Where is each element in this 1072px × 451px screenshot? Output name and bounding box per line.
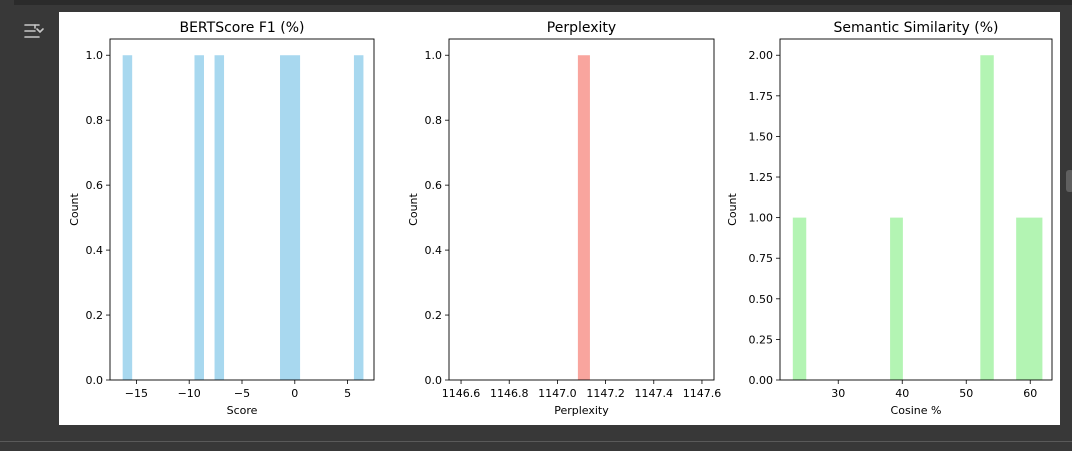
y-tick-label: 2.00 (749, 49, 774, 62)
y-tick-label: 0.50 (749, 293, 774, 306)
plot-frame (109, 38, 375, 381)
x-axis-label: Score (227, 404, 258, 417)
x-axis-label: Cosine % (891, 404, 942, 417)
chart-title: Perplexity (547, 20, 616, 36)
x-tick-label: 0 (291, 387, 298, 400)
histogram-bar (280, 55, 301, 380)
y-tick-label: 0.6 (86, 179, 104, 192)
x-tick-label: −10 (178, 387, 201, 400)
histogram-figure: −15 −10 −5 0 5 0.0 0.2 0.4 0.6 0.8 1.0 BERTScore F1… (68, 20, 1053, 417)
y-tick-label: 1.00 (749, 212, 774, 225)
x-tick-label: −5 (234, 387, 250, 400)
x-tick-label: 40 (895, 387, 909, 400)
y-tick-label: 0.2 (86, 309, 104, 322)
histogram-bar (122, 55, 133, 380)
chart-panel-3: 30 40 50 60 0.00 0.25 0.50 0.75 1.00 1.25 1.50 1.75… (726, 20, 1053, 417)
output-settings-icon[interactable] (22, 20, 46, 44)
histogram-bar (890, 217, 903, 380)
x-tick-label: 1147.4 (635, 387, 674, 400)
cell-output-area: −15 −10 −5 0 5 0.0 0.2 0.4 0.6 0.8 1.0 BERTScore F1… (59, 12, 1060, 425)
chart-title: Semantic Similarity (%) (834, 20, 999, 36)
x-tick-label: 30 (831, 387, 845, 400)
y-tick-label: 0.6 (425, 179, 443, 192)
y-tick-label: 1.25 (749, 171, 774, 184)
y-tick-label: 1.75 (749, 90, 774, 103)
histogram-bar (980, 55, 994, 380)
histogram-bar (353, 55, 364, 380)
y-tick-label: 0.00 (749, 374, 774, 387)
x-tick-label: 1147.0 (538, 387, 577, 400)
y-axis-label: Count (726, 192, 739, 225)
y-tick-label: 0.8 (86, 114, 104, 127)
y-tick-label: 0.4 (86, 244, 104, 257)
bottom-divider (0, 441, 1072, 442)
x-tick-label: 60 (1023, 387, 1037, 400)
x-tick-label: 50 (959, 387, 973, 400)
chart-title: BERTScore F1 (%) (179, 20, 304, 36)
x-tick-label: 5 (344, 387, 351, 400)
y-tick-label: 0.0 (425, 374, 443, 387)
chart-panel-1: −15 −10 −5 0 5 0.0 0.2 0.4 0.6 0.8 1.0 BERTScore F1… (68, 20, 375, 417)
y-tick-label: 0.0 (86, 374, 104, 387)
y-axis-label: Count (68, 192, 81, 225)
x-tick-label: 1146.6 (442, 387, 481, 400)
y-tick-label: 1.0 (86, 49, 104, 62)
y-tick-label: 0.4 (425, 244, 443, 257)
chart-panel-2: 1146.6 1146.8 1147.0 1147.2 1147.4 1147.6 0.0 0… (407, 20, 721, 417)
histogram-bar (194, 55, 204, 380)
x-axis-label: Perplexity (554, 404, 609, 417)
histogram-bar (792, 217, 807, 380)
histogram-bar (1016, 217, 1043, 380)
x-tick-label: 1147.6 (683, 387, 722, 400)
x-tick-label: 1147.2 (586, 387, 625, 400)
y-tick-label: 0.75 (749, 252, 774, 265)
histogram-bar (214, 55, 225, 380)
x-tick-label: −15 (125, 387, 148, 400)
y-tick-label: 0.25 (749, 333, 774, 346)
y-axis-label: Count (407, 192, 420, 225)
plot-frame (779, 38, 1053, 381)
y-tick-label: 1.0 (425, 49, 443, 62)
plot-frame (448, 38, 715, 381)
y-tick-label: 0.8 (425, 114, 443, 127)
top-edge (14, 0, 1072, 5)
y-tick-label: 1.50 (749, 130, 774, 143)
output-scroll-handle[interactable] (1066, 170, 1072, 192)
histogram-bar (577, 55, 590, 380)
x-tick-label: 1146.8 (490, 387, 529, 400)
y-tick-label: 0.2 (425, 309, 443, 322)
